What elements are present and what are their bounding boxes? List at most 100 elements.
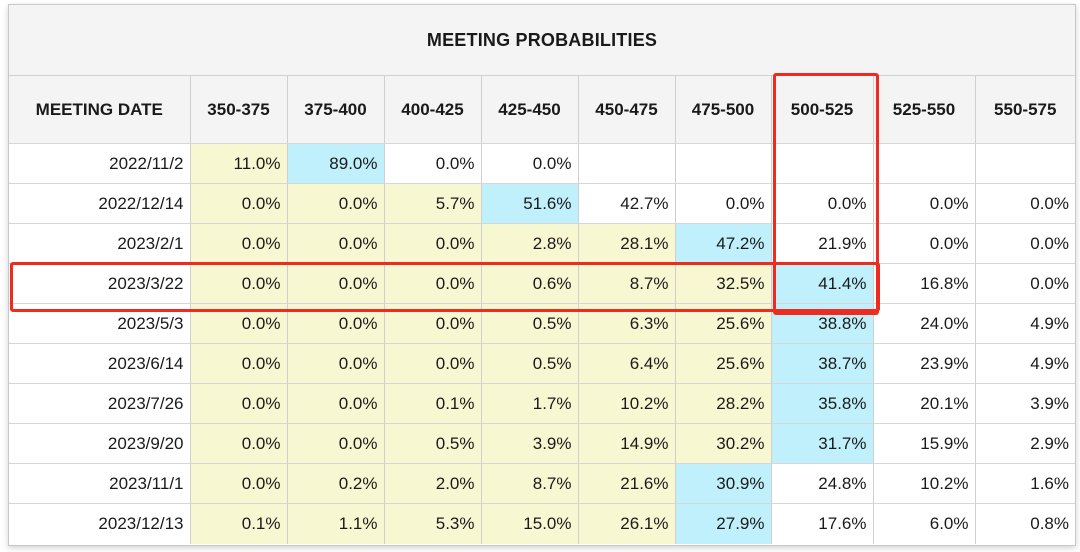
column-header: 500-525 <box>771 76 874 144</box>
meeting-date-cell: 2022/12/14 <box>9 183 191 224</box>
probability-cell: 0.0% <box>384 263 482 304</box>
meeting-date-cell: 2023/7/26 <box>9 383 191 424</box>
probability-cell: 42.7% <box>578 183 676 224</box>
probability-cell: 21.9% <box>771 223 874 264</box>
column-header: 550-575 <box>975 76 1075 144</box>
probability-cell: 20.1% <box>873 383 976 424</box>
probability-cell: 0.1% <box>384 383 482 424</box>
probability-cell: 0.6% <box>481 263 579 304</box>
table-row: 2022/11/2 11.0% 89.0% 0.0% 0.0% <box>9 143 1075 184</box>
probability-cell: 2.8% <box>481 223 579 264</box>
probability-cell <box>675 143 772 184</box>
column-header: 525-550 <box>873 76 976 144</box>
probability-cell: 14.9% <box>578 423 676 464</box>
probability-cell: 0.0% <box>190 303 288 344</box>
probability-cell: 5.3% <box>384 503 482 544</box>
probability-cell: 35.8% <box>771 383 874 424</box>
probability-cell: 3.9% <box>481 423 579 464</box>
column-header: 350-375 <box>190 76 288 144</box>
column-header-meeting-date: MEETING DATE <box>9 76 191 144</box>
probability-cell: 3.9% <box>975 383 1075 424</box>
meeting-probabilities-panel: MEETING PROBABILITIES MEETING DATE 350-3… <box>8 4 1076 546</box>
table-title: MEETING PROBABILITIES <box>9 5 1075 76</box>
probability-cell: 16.8% <box>873 263 976 304</box>
probability-cell: 0.0% <box>384 303 482 344</box>
probability-cell: 11.0% <box>190 143 288 184</box>
probability-cell: 8.7% <box>481 463 579 504</box>
probability-cell: 28.1% <box>578 223 676 264</box>
probability-cell: 30.9% <box>675 463 772 504</box>
probability-cell: 0.0% <box>384 223 482 264</box>
probability-cell: 4.9% <box>975 303 1075 344</box>
probability-cell: 0.0% <box>190 423 288 464</box>
probability-cell: 8.7% <box>578 263 676 304</box>
probability-cell: 27.9% <box>675 503 772 544</box>
probability-cell: 0.0% <box>190 183 288 224</box>
probability-cell <box>771 143 874 184</box>
probability-cell: 0.0% <box>975 183 1075 224</box>
probability-cell: 21.6% <box>578 463 676 504</box>
probability-cell: 25.6% <box>675 303 772 344</box>
probability-cell: 26.1% <box>578 503 676 544</box>
table-row: 2023/3/22 0.0% 0.0% 0.0% 0.6% 8.7% 32.5% 41.4% 1… <box>9 263 1075 304</box>
probability-cell: 0.0% <box>287 183 385 224</box>
probability-cell: 0.0% <box>287 383 385 424</box>
table-row: 2023/7/26 0.0% 0.0% 0.1% 1.7% 10.2% 28.2% 35.8%… <box>9 383 1075 424</box>
probability-cell: 15.9% <box>873 423 976 464</box>
table-row: 2023/12/13 0.1% 1.1% 5.3% 15.0% 26.1% 27.9% 17.… <box>9 503 1075 544</box>
probability-cell: 5.7% <box>384 183 482 224</box>
probability-cell: 24.0% <box>873 303 976 344</box>
meeting-date-cell: 2023/12/13 <box>9 503 191 544</box>
meeting-date-cell: 2023/6/14 <box>9 343 191 384</box>
probability-cell: 0.0% <box>190 383 288 424</box>
probability-cell: 0.0% <box>384 143 482 184</box>
probability-cell: 0.0% <box>873 183 976 224</box>
meeting-date-cell: 2022/11/2 <box>9 143 191 184</box>
meeting-date-cell: 2023/2/1 <box>9 223 191 264</box>
probability-cell <box>578 143 676 184</box>
table-row: 2023/6/14 0.0% 0.0% 0.0% 0.5% 6.4% 25.6% 38.7% 2… <box>9 343 1075 384</box>
probability-cell: 0.1% <box>190 503 288 544</box>
probability-cell: 0.0% <box>675 183 772 224</box>
probability-cell: 6.3% <box>578 303 676 344</box>
probability-cell: 2.9% <box>975 423 1075 464</box>
probability-cell: 32.5% <box>675 263 772 304</box>
probability-cell: 51.6% <box>481 183 579 224</box>
probability-cell: 10.2% <box>578 383 676 424</box>
probability-cell: 1.1% <box>287 503 385 544</box>
probability-cell: 47.2% <box>675 223 772 264</box>
probability-cell: 10.2% <box>873 463 976 504</box>
probability-cell: 28.2% <box>675 383 772 424</box>
column-header: 375-400 <box>287 76 385 144</box>
meeting-date-cell: 2023/11/1 <box>9 463 191 504</box>
probability-cell: 0.0% <box>287 343 385 384</box>
column-header: 400-425 <box>384 76 482 144</box>
meeting-date-cell: 2023/3/22 <box>9 263 191 304</box>
probability-cell: 0.0% <box>287 423 385 464</box>
probability-cell: 0.0% <box>287 223 385 264</box>
probability-cell: 1.6% <box>975 463 1075 504</box>
probability-cell: 0.0% <box>384 343 482 384</box>
column-header: 475-500 <box>675 76 772 144</box>
probability-cell: 0.0% <box>190 463 288 504</box>
probability-cell: 0.0% <box>287 303 385 344</box>
probability-cell: 31.7% <box>771 423 874 464</box>
probability-cell: 38.8% <box>771 303 874 344</box>
table-row: 2023/5/3 0.0% 0.0% 0.0% 0.5% 6.3% 25.6% 38.8% 24… <box>9 303 1075 344</box>
header-row: MEETING DATE 350-375 375-400 400-425 425… <box>9 76 1075 144</box>
probability-cell: 0.0% <box>190 223 288 264</box>
meeting-date-cell: 2023/5/3 <box>9 303 191 344</box>
probability-cell <box>975 143 1075 184</box>
table-row: 2023/2/1 0.0% 0.0% 0.0% 2.8% 28.1% 47.2% 21.9% 0… <box>9 223 1075 264</box>
probability-cell: 89.0% <box>287 143 385 184</box>
probability-cell: 6.0% <box>873 503 976 544</box>
probability-cell: 0.0% <box>481 143 579 184</box>
column-header: 425-450 <box>481 76 579 144</box>
probability-cell: 0.0% <box>287 263 385 304</box>
probability-cell: 0.0% <box>975 223 1075 264</box>
probability-cell: 0.5% <box>481 343 579 384</box>
probability-cell: 0.0% <box>873 223 976 264</box>
table-row: 2022/12/14 0.0% 0.0% 5.7% 51.6% 42.7% 0.0% 0.0%… <box>9 183 1075 224</box>
probability-cell: 0.0% <box>190 343 288 384</box>
probability-cell: 0.5% <box>384 423 482 464</box>
